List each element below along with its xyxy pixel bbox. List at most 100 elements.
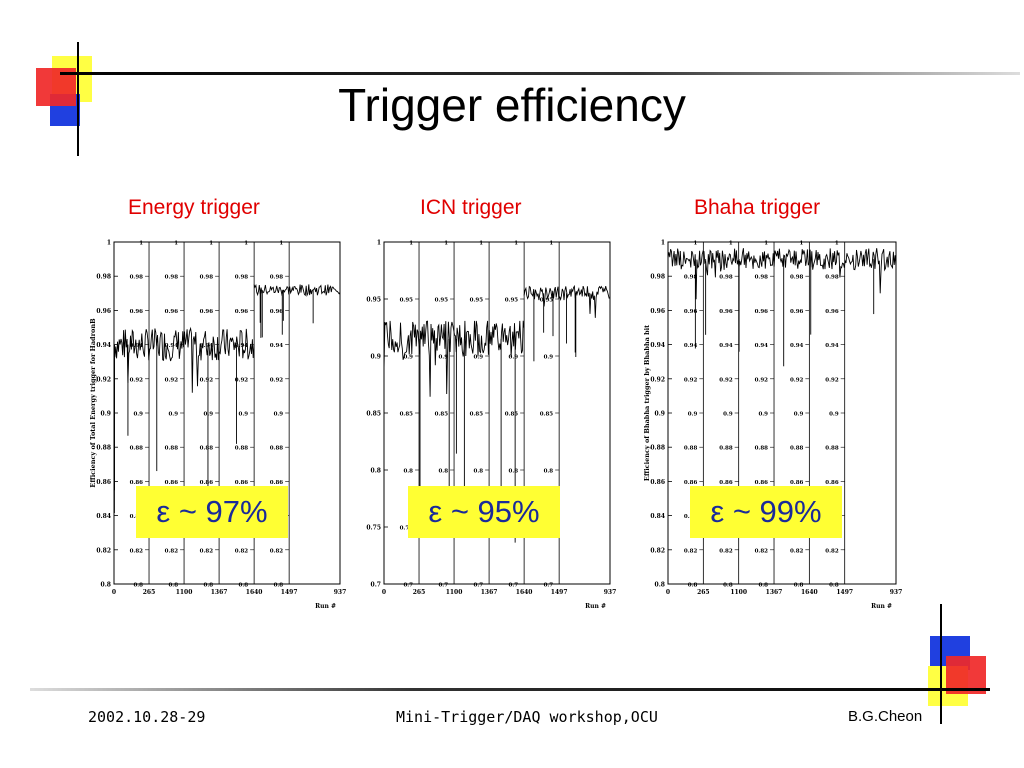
energy-trigger-chart: 0.8 0.8 0.8 0.8 0.8 0.8 0.82 0.82 0.82 0.82 0.82 0.… xyxy=(89,240,346,611)
y-tick-label-inner: 0.96 xyxy=(165,309,179,315)
y-tick-label-inner: 0.7 xyxy=(474,583,484,589)
x-tick-label: 265 xyxy=(697,589,710,596)
y-tick-label-inner: 0.7 xyxy=(438,583,448,589)
y-tick-label: 0.9 xyxy=(371,354,381,361)
y-tick-label-inner: 0.9 xyxy=(829,412,839,418)
y-axis-label: Efficiency of Bhabha trigger by Bhabha b… xyxy=(643,325,651,481)
y-tick-label-inner: 0.9 xyxy=(794,412,804,418)
y-tick-label-inner: 0.8 xyxy=(403,469,413,475)
y-tick-label-inner: 0.9 xyxy=(438,355,448,361)
y-tick-label-inner: 0.8 xyxy=(544,469,554,475)
y-tick-label-inner: 0.75 xyxy=(400,526,414,532)
y-tick-label-inner: 0.8 xyxy=(723,583,733,589)
y-tick-label-inner: 0.88 xyxy=(755,446,769,452)
y-tick-label: 0.95 xyxy=(366,297,381,304)
panel-title-icn: ICN trigger xyxy=(420,196,522,219)
y-tick-label-inner: 0.96 xyxy=(130,309,144,315)
y-tick-label-inner: 0.92 xyxy=(165,377,179,383)
y-tick-label-inner: 0.88 xyxy=(719,446,733,452)
x-tick-label: 265 xyxy=(143,589,156,596)
y-tick-label-inner: 0.82 xyxy=(790,548,804,554)
y-tick-label-inner: 0.86 xyxy=(270,480,284,486)
x-tick-label: 1100 xyxy=(176,589,193,596)
y-tick-label-inner: 0.86 xyxy=(684,480,698,486)
y-tick-label-inner: 1 xyxy=(279,241,283,247)
y-tick-label-inner: 0.9 xyxy=(474,355,484,361)
y-tick-label-inner: 0.9 xyxy=(239,412,249,418)
y-tick-label-inner: 0.82 xyxy=(235,548,249,554)
y-tick-label-inner: 0.98 xyxy=(165,275,179,281)
y-tick-label-inner: 0.98 xyxy=(200,275,214,281)
y-tick-label-inner: 0.82 xyxy=(719,548,733,554)
y-tick-label-inner: 0.94 xyxy=(235,343,249,349)
y-tick-label-inner: 0.94 xyxy=(719,343,733,349)
y-tick-label: 0.96 xyxy=(96,308,111,315)
y-tick-label: 0.9 xyxy=(101,411,111,418)
y-tick-label-inner: 0.98 xyxy=(235,275,249,281)
panel-title-bhabha: Bhaha trigger xyxy=(694,196,821,219)
y-tick-label-inner: 0.94 xyxy=(270,343,284,349)
y-tick-label: 0.75 xyxy=(366,525,381,532)
y-tick-label-inner: 1 xyxy=(174,241,178,247)
y-tick-label-inner: 0.95 xyxy=(470,298,484,304)
y-tick-label-inner: 0.88 xyxy=(684,446,698,452)
y-tick-label-inner: 0.8 xyxy=(239,583,249,589)
y-tick-label-inner: 0.8 xyxy=(688,583,698,589)
y-tick-label-inner: 0.86 xyxy=(235,480,249,486)
footer-author: B.G.Cheon xyxy=(848,708,923,725)
y-tick-label: 0.88 xyxy=(96,445,111,452)
y-tick-label-inner: 0.9 xyxy=(403,355,413,361)
data-series-1 xyxy=(523,284,611,318)
y-tick-label: 1 xyxy=(661,240,665,247)
y-tick-label-inner: 0.9 xyxy=(168,412,178,418)
y-tick-label-inner: 1 xyxy=(800,241,804,247)
y-tick-label-inner: 0.82 xyxy=(200,548,214,554)
y-tick-label-inner: 0.88 xyxy=(235,446,249,452)
y-tick-label-inner: 1 xyxy=(244,241,248,247)
x-tick-label: 1497 xyxy=(551,589,568,596)
decor-vertical-line-bottom xyxy=(940,604,942,724)
y-tick-label-inner: 0.8 xyxy=(274,583,284,589)
y-tick-label: 0.96 xyxy=(650,308,665,315)
x-tick-label: 0 xyxy=(382,589,386,596)
y-tick-label-inner: 0.9 xyxy=(509,355,519,361)
y-tick-label-inner: 0.92 xyxy=(200,377,214,383)
y-tick-label-inner: 0.95 xyxy=(435,298,449,304)
y-tick-label-inner: 1 xyxy=(209,241,213,247)
y-tick-label-inner: 0.95 xyxy=(540,298,554,304)
y-tick-label-inner: 0.98 xyxy=(825,275,839,281)
y-tick-label-inner: 0.85 xyxy=(435,412,449,418)
y-tick-label: 0.84 xyxy=(650,513,665,520)
y-tick-label: 0.84 xyxy=(96,513,111,520)
y-tick-label-inner: 0.92 xyxy=(755,377,769,383)
y-tick-label-inner: 0.92 xyxy=(235,377,249,383)
y-tick-label-inner: 0.86 xyxy=(165,480,179,486)
y-tick-label-inner: 0.88 xyxy=(790,446,804,452)
y-tick-label-inner: 0.82 xyxy=(825,548,839,554)
footer-event: Mini-Trigger/DAQ workshop,OCU xyxy=(396,708,658,726)
y-tick-label-inner: 0.9 xyxy=(723,412,733,418)
data-series-1 xyxy=(253,283,341,298)
y-tick-label-inner: 0.9 xyxy=(133,412,143,418)
y-tick-label: 0.8 xyxy=(655,582,665,589)
y-tick-label-inner: 0.82 xyxy=(270,548,284,554)
x-tick-label: 1367 xyxy=(766,589,783,596)
data-series-0 xyxy=(667,248,897,300)
x-tick-label: 1640 xyxy=(516,589,533,596)
y-tick-label-inner: 0.8 xyxy=(133,583,143,589)
y-tick-label-inner: 0.8 xyxy=(204,583,214,589)
y-tick-label-inner: 0.85 xyxy=(400,412,414,418)
y-tick-label-inner: 0.82 xyxy=(165,548,179,554)
x-tick-label: 1497 xyxy=(281,589,298,596)
x-tick-label: 1367 xyxy=(211,589,228,596)
y-tick-label-inner: 0.86 xyxy=(790,480,804,486)
y-tick-label-inner: 0.98 xyxy=(755,275,769,281)
y-tick-label-inner: 0.85 xyxy=(540,412,554,418)
y-tick-label: 0.94 xyxy=(650,342,665,349)
y-tick-label-inner: 1 xyxy=(549,241,553,247)
x-axis-label: Run # xyxy=(871,603,892,610)
x-tick-label: 0 xyxy=(112,589,116,596)
data-series-0 xyxy=(113,326,255,393)
y-tick-label-inner: 0.98 xyxy=(270,275,284,281)
y-tick-label: 0.92 xyxy=(650,376,665,383)
